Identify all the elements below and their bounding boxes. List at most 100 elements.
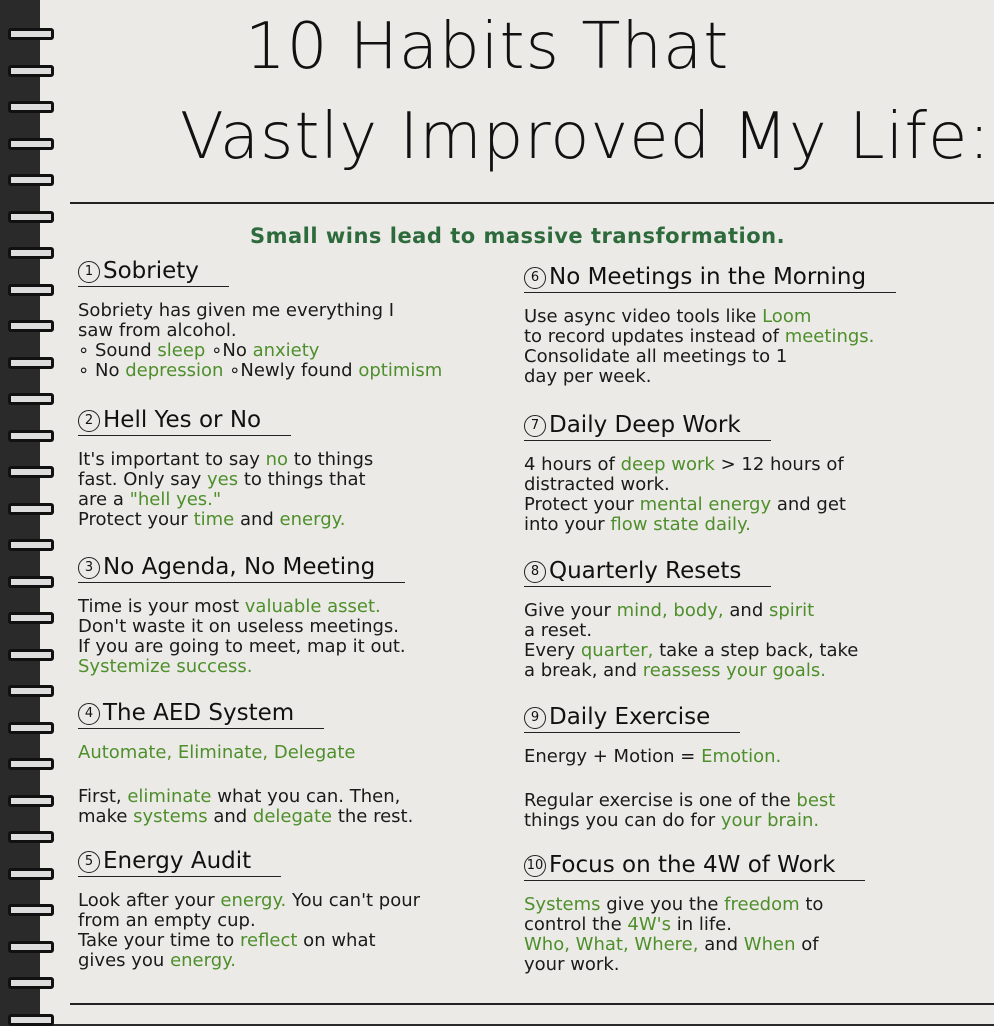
body-line: Don't waste it on useless meetings.: [78, 617, 518, 637]
body-line: saw from alcohol.: [78, 321, 518, 341]
highlighted-text: valuable asset.: [244, 596, 381, 617]
highlighted-text: reassess your goals.: [642, 660, 826, 681]
body-text: day per week.: [524, 366, 652, 387]
habit-body: Use async video tools like Loom to record…: [524, 307, 964, 387]
highlighted-text: best: [796, 790, 836, 811]
highlighted-text: mind, body,: [616, 600, 724, 621]
body-line: are a "hell yes.": [78, 490, 518, 510]
habit-heading: 8 Quarterly Resets: [524, 556, 772, 587]
spiral-ring: [8, 429, 54, 442]
body-text: and: [723, 600, 769, 621]
highlighted-text: Systemize success.: [78, 656, 253, 677]
body-text: > 12 hours of: [714, 454, 844, 475]
highlighted-text: 4W's: [627, 914, 671, 935]
body-text: Consolidate all meetings to 1: [524, 346, 788, 367]
body-text: in life.: [670, 914, 732, 935]
spiral-ring: [8, 539, 54, 551]
body-text: to record updates instead of: [524, 326, 785, 347]
highlighted-text: energy.: [279, 509, 346, 530]
body-line: Give your mind, body, and spirit: [524, 601, 964, 621]
habit-body: Look after your energy. You can't pour fr…: [78, 891, 518, 971]
body-line: Look after your energy. You can't pour: [78, 891, 518, 911]
body-line: Who, What, Where, and When of: [524, 935, 964, 955]
body-line: distracted work.: [524, 475, 964, 495]
highlighted-text: sleep: [157, 340, 206, 361]
body-line: If you are going to meet, map it out.: [78, 637, 518, 657]
habit-heading: 3 No Agenda, No Meeting: [78, 552, 406, 583]
highlighted-text: spirit: [768, 600, 815, 621]
circled-number: 4: [78, 703, 100, 725]
habit-section: 5 Energy Audit Look after your energy. You…: [78, 846, 518, 971]
spiral-ring: [8, 612, 54, 624]
body-text: take a step back, take: [653, 640, 859, 661]
body-text: Give your: [524, 600, 617, 621]
spiral-ring: [8, 831, 54, 843]
circled-number: 2: [78, 410, 100, 432]
circled-number: 9: [524, 707, 546, 729]
habit-body: It's important to say no to things fast. …: [78, 450, 518, 530]
body-text: You can't pour: [286, 890, 421, 911]
habit-section: 4 The AED System Automate, Eliminate, Dele…: [78, 698, 518, 827]
habit-heading-text: No Agenda, No Meeting: [103, 554, 376, 580]
body-line: a break, and reassess your goals.: [524, 661, 964, 681]
body-text: things you can do for: [524, 810, 721, 831]
highlighted-text: deep work: [620, 454, 715, 475]
spiral-ring: [8, 356, 54, 369]
spiral-ring: [8, 101, 54, 113]
spiral-binding: [0, 0, 60, 1026]
body-text: It's important to say: [78, 449, 266, 470]
body-text: are a: [78, 489, 130, 510]
highlighted-text: Emotion.: [701, 746, 782, 767]
habit-body: 4 hours of deep work > 12 hours of distra…: [524, 455, 964, 535]
spiral-ring: [8, 210, 54, 223]
spiral-ring: [8, 174, 54, 186]
spiral-ring: [8, 977, 54, 989]
highlighted-text: eliminate: [127, 786, 212, 807]
spiral-ring: [8, 575, 54, 588]
body-line: Sobriety has given me everything I: [78, 301, 518, 321]
body-text: what you can. Then,: [211, 786, 401, 807]
habit-heading-text: Daily Deep Work: [549, 412, 741, 438]
habit-heading-text: No Meetings in the Morning: [549, 264, 867, 290]
spiral-ring: [8, 64, 54, 77]
habit-section: 1 Sobriety Sobriety has given me everythin…: [78, 256, 518, 381]
body-text: Regular exercise is one of the: [524, 790, 797, 811]
spiral-ring: [8, 466, 54, 478]
body-text: and: [698, 934, 744, 955]
body-line: to record updates instead of meetings.: [524, 327, 964, 347]
highlighted-text: Who, What, Where,: [524, 934, 699, 955]
habit-section: 3 No Agenda, No Meeting Time is your most …: [78, 552, 518, 677]
circled-number: 3: [78, 557, 100, 579]
highlighted-text: energy.: [170, 950, 236, 971]
highlighted-text: yes: [206, 469, 239, 490]
spiral-ring: [8, 320, 54, 332]
spiral-ring: [8, 137, 54, 150]
body-line: from an empty cup.: [78, 911, 518, 931]
body-text: ∘No: [205, 340, 253, 361]
habit-body: Give your mind, body, and spirit a reset.…: [524, 601, 964, 681]
body-line: Protect your mental energy and get: [524, 495, 964, 515]
body-line: Regular exercise is one of the best: [524, 791, 964, 811]
body-text: saw from alcohol.: [78, 320, 237, 341]
body-text: distracted work.: [524, 474, 670, 495]
habit-heading-text: The AED System: [103, 700, 295, 726]
habit-heading: 1 Sobriety: [78, 256, 229, 287]
circled-number: 10: [524, 855, 546, 877]
body-text: ∘ Sound: [78, 340, 158, 361]
body-line: things you can do for your brain.: [524, 811, 964, 831]
spiral-ring: [8, 393, 54, 405]
habit-section: 9 Daily Exercise Energy + Motion = Emotion…: [524, 702, 964, 831]
highlighted-text: no: [265, 449, 289, 470]
body-text: Energy + Motion =: [524, 746, 702, 767]
body-text: your work.: [524, 954, 620, 975]
habit-heading-text: Energy Audit: [103, 848, 252, 874]
bottom-divider: [70, 1003, 994, 1005]
body-line: into your flow state daily.: [524, 515, 964, 535]
spiral-ring: [8, 758, 54, 770]
body-text: Sobriety has given me everything I: [78, 300, 395, 321]
body-line: a reset.: [524, 621, 964, 641]
body-text: to things: [288, 449, 374, 470]
highlighted-text: optimism: [358, 360, 443, 381]
habit-heading: 5 Energy Audit: [78, 846, 282, 877]
